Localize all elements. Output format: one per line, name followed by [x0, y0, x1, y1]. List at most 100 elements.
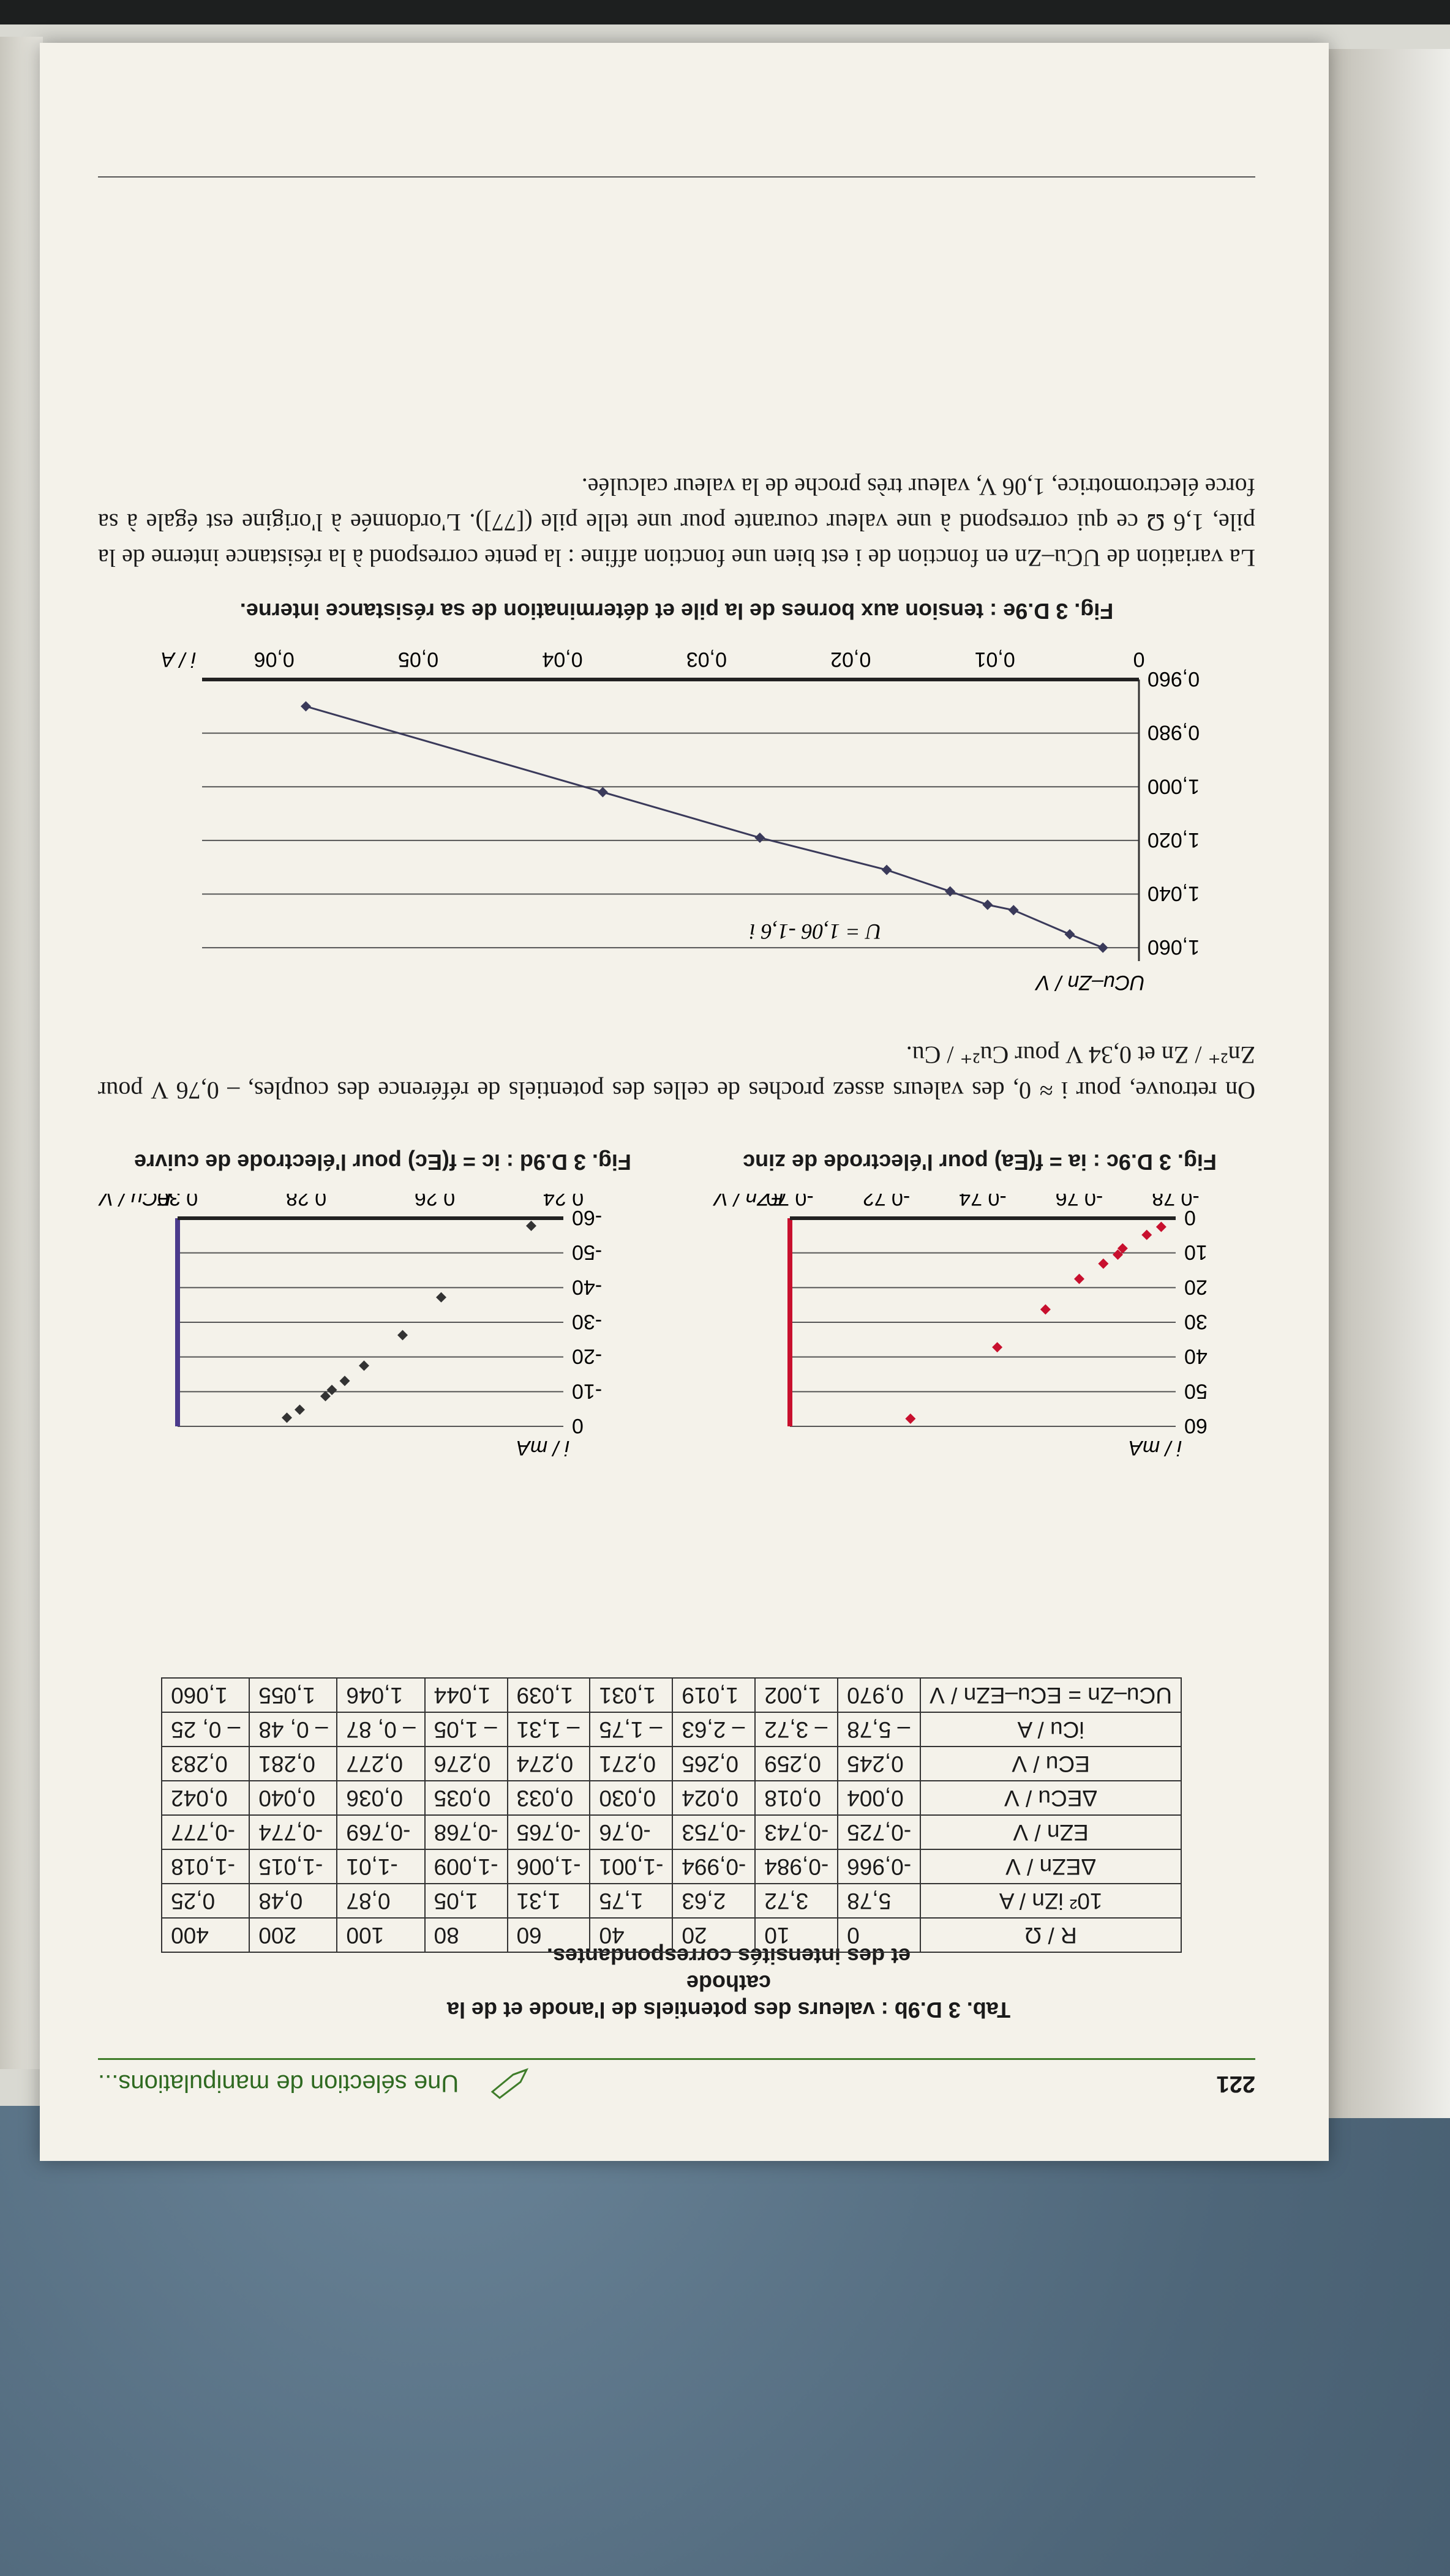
table-cell: 0,030 [590, 1781, 673, 1815]
x-tick-label: 0,30 [157, 1194, 198, 1210]
data-point [754, 832, 765, 843]
x-tick-label: 0,06 [254, 648, 295, 671]
table-row: ΔECu / V 0,004 0,018 0,024 0,030 0,033 0,035 0,… [162, 1781, 1181, 1815]
data-point [1155, 1221, 1166, 1232]
table-cell: 40 [590, 1918, 673, 1952]
table-cell: 0,259 [755, 1747, 838, 1781]
chart-copper: 0 -10 -20 -30 -40 -50 -600,24 0,26 0,28 0,30 i / m… [98, 1194, 602, 1459]
y-tick-label: 60 [1184, 1414, 1208, 1437]
table-cell: 20 [672, 1918, 756, 1952]
table-cell: 0 [838, 1918, 921, 1952]
table-cell: 1,060 [162, 1678, 250, 1712]
y-tick-label: 40 [1184, 1345, 1208, 1368]
table-cell: 1,031 [590, 1678, 673, 1712]
x-tick-label: -0,70 [766, 1194, 814, 1210]
running-title: Une sélection de manipulations... [98, 2070, 459, 2097]
table-cell: – 5,78 [838, 1712, 921, 1747]
table-cell: – 1,75 [590, 1712, 673, 1747]
table-cell: 2,63 [672, 1884, 756, 1918]
data-point [1141, 1229, 1152, 1240]
y-tick-label: -20 [572, 1345, 602, 1368]
y-tick-label: 50 [1184, 1379, 1208, 1402]
table-cell: – 3,72 [755, 1712, 838, 1747]
table-cell: 400 [162, 1918, 250, 1952]
paragraph-internal-resistance: La variation de UCu–Zn en fonction de i … [98, 473, 1255, 572]
table-cell: -0,768 [424, 1815, 508, 1849]
table-cell: 0,48 [249, 1884, 337, 1918]
table-cell: 0,274 [507, 1747, 590, 1781]
table-cell: -0,769 [337, 1815, 425, 1849]
y-tick-label: 0,980 [1148, 721, 1200, 744]
paragraph-reference-potentials: On retrouve, pour i ≈ 0, des valeurs ass… [98, 1041, 1255, 1104]
y-axis-label: i / mA [1129, 1436, 1182, 1459]
data-point [597, 787, 608, 798]
table-row: ECu / V 0,245 0,259 0,265 0,271 0,274 0,276 0,2… [162, 1747, 1181, 1781]
data-point [436, 1292, 446, 1303]
row-header: ΔECu / V [920, 1781, 1181, 1815]
table-cell: 10 [755, 1918, 838, 1952]
charts-row: 0 10 20 30 40 50 60 -0,78 -0,76 -0,74 -0,72 -0,70 i … [98, 1120, 1255, 1463]
x-tick-label: 0,26 [415, 1194, 455, 1210]
y-axis-label: UCu–Zn / V [1034, 971, 1145, 994]
row-header: iCu / A [920, 1712, 1181, 1747]
y-tick-label: -30 [572, 1310, 602, 1333]
table-cell: -1,01 [337, 1849, 425, 1884]
data-point [295, 1404, 305, 1415]
table-cell: -0,765 [507, 1815, 590, 1849]
x-tick-label: 0,01 [975, 648, 1015, 671]
table-cell: – 1,05 [424, 1712, 508, 1747]
table-cell: 1,055 [249, 1678, 337, 1712]
table-cell: 0,277 [337, 1747, 425, 1781]
table-cell: -1,001 [590, 1849, 673, 1884]
table-row: iCu / A – 5,78– 3,72– 2,63– 1,75– 1,31– 1… [162, 1712, 1181, 1747]
data-point [282, 1412, 292, 1423]
table-cell: 0,245 [838, 1747, 921, 1781]
table-cell: 200 [249, 1918, 337, 1952]
data-point [945, 886, 956, 897]
table-cell: -1,018 [162, 1849, 250, 1884]
table-cell: 80 [424, 1918, 508, 1952]
table-cell: – 0, 87 [337, 1712, 425, 1747]
table-cell: 0,271 [590, 1747, 673, 1781]
y-tick-label: 0 [572, 1414, 584, 1437]
data-point [982, 899, 993, 910]
row-header: ΔEZn / V [920, 1849, 1181, 1884]
data-point [1074, 1273, 1084, 1284]
data-point [992, 1342, 1003, 1353]
data-point [1117, 1243, 1128, 1254]
data-point [397, 1330, 408, 1341]
y-tick-label: 10 [1184, 1241, 1208, 1264]
y-tick-label: 0 [1184, 1206, 1196, 1229]
table-cell: 0,283 [162, 1747, 250, 1781]
data-point [526, 1220, 536, 1231]
row-header: EZn / V [920, 1815, 1181, 1849]
table-cell: 3,72 [755, 1884, 838, 1918]
table-cell: 0,276 [424, 1747, 508, 1781]
data-point [320, 1391, 331, 1402]
table-cell: 0,970 [838, 1678, 921, 1712]
table-cell: -0,984 [755, 1849, 838, 1884]
y-tick-label: -50 [572, 1241, 602, 1264]
y-tick-label: 0,960 [1148, 667, 1200, 691]
table-cell: 5,78 [838, 1884, 921, 1918]
x-tick-label: -0,76 [1056, 1194, 1103, 1210]
table-cell: 1,044 [424, 1678, 508, 1712]
trend-equation: U = 1,06 -1,6 i [749, 919, 882, 944]
bottom-rule [98, 176, 1255, 178]
table-caption-line1: Tab. 3 D.9b : valeurs des potentiels de … [446, 1971, 1011, 2023]
data-table: R / Ω 0 10 20 40 60 80 100 200 400 10² iZn / A 5,78… [161, 1677, 1182, 1953]
data-point [1098, 1258, 1109, 1269]
table-cell: 0,265 [672, 1747, 756, 1781]
y-tick-label: -10 [572, 1379, 602, 1402]
x-tick-label: 0,28 [286, 1194, 326, 1210]
table-row: EZn / V -0,725 -0,743 -0,753 -0,76 -0,765 -0,7… [162, 1815, 1181, 1849]
page-stack-edge [0, 37, 43, 2069]
running-header: 221 Une sélection de manipulations... [98, 2058, 1255, 2099]
table-cell: 0,018 [755, 1781, 838, 1815]
table-cell: – 0, 25 [162, 1712, 250, 1747]
table-cell: -0,753 [672, 1815, 756, 1849]
x-tick-label: 0,02 [830, 648, 871, 671]
x-tick-label: 0,03 [686, 648, 727, 671]
y-tick-label: 20 [1184, 1275, 1208, 1298]
table-caption: Tab. 3 D.9b : valeurs des potentiels de … [423, 1942, 1035, 2023]
